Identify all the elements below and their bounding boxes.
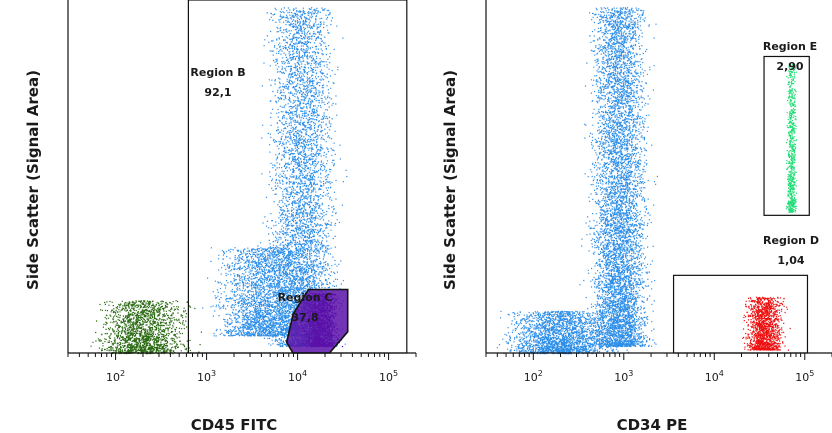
low-ssc-tail-events <box>496 310 631 355</box>
region-d-events-events <box>742 296 791 351</box>
region-d-label: Region D <box>763 234 819 247</box>
x-tick-label: 105 <box>379 369 398 384</box>
x-tick-label: 102 <box>106 369 125 384</box>
region-c-percentage: 37,8 <box>291 311 318 324</box>
cd34-axes: 102 103 104 105 <box>485 0 832 384</box>
region-e-label: Region E <box>763 40 817 53</box>
x-tick-label: 105 <box>795 369 814 384</box>
x-tick-label: 104 <box>705 369 724 384</box>
x-tick-label: 103 <box>197 369 216 384</box>
cd34-dots <box>496 7 798 355</box>
cd45-x-axis-title: CD45 FITC <box>191 416 278 433</box>
main-population-events <box>579 7 658 348</box>
x-tick-label: 104 <box>288 369 307 384</box>
region-e-percentage: 2,90 <box>776 60 803 73</box>
cd34-x-axis-title: CD34 PE <box>617 416 688 433</box>
cd34-plot: Region E 2,90 Region D 1,04 102 103 104 105 CD… <box>441 0 832 433</box>
region-e-events-events <box>785 63 798 213</box>
x-tick-label: 103 <box>614 369 633 384</box>
region-c-label: Region C <box>278 291 333 304</box>
monocytes-events <box>202 247 328 337</box>
region-b-percentage: 92,1 <box>204 86 231 99</box>
cd45-y-axis-title: Side Scatter (Signal Area) <box>24 70 42 290</box>
cd45-axes: 102 103 104 105 <box>67 0 417 384</box>
cd34-regions: Region E 2,90 Region D 1,04 <box>672 40 819 354</box>
cd34-y-axis-title: Side Scatter (Signal Area) <box>441 70 459 290</box>
region-e-gate[interactable] <box>763 55 810 216</box>
debris-events <box>90 300 202 355</box>
x-tick-label: 102 <box>524 369 543 384</box>
region-d-gate[interactable] <box>672 274 809 354</box>
region-d-percentage: 1,04 <box>777 254 804 267</box>
cd45-plot: Region B 92,1 Region C 37,8 102 103 104 105 CD… <box>24 0 417 433</box>
cd45-regions: Region B 92,1 Region C 37,8 <box>187 0 408 354</box>
region-b-label: Region B <box>190 66 245 79</box>
